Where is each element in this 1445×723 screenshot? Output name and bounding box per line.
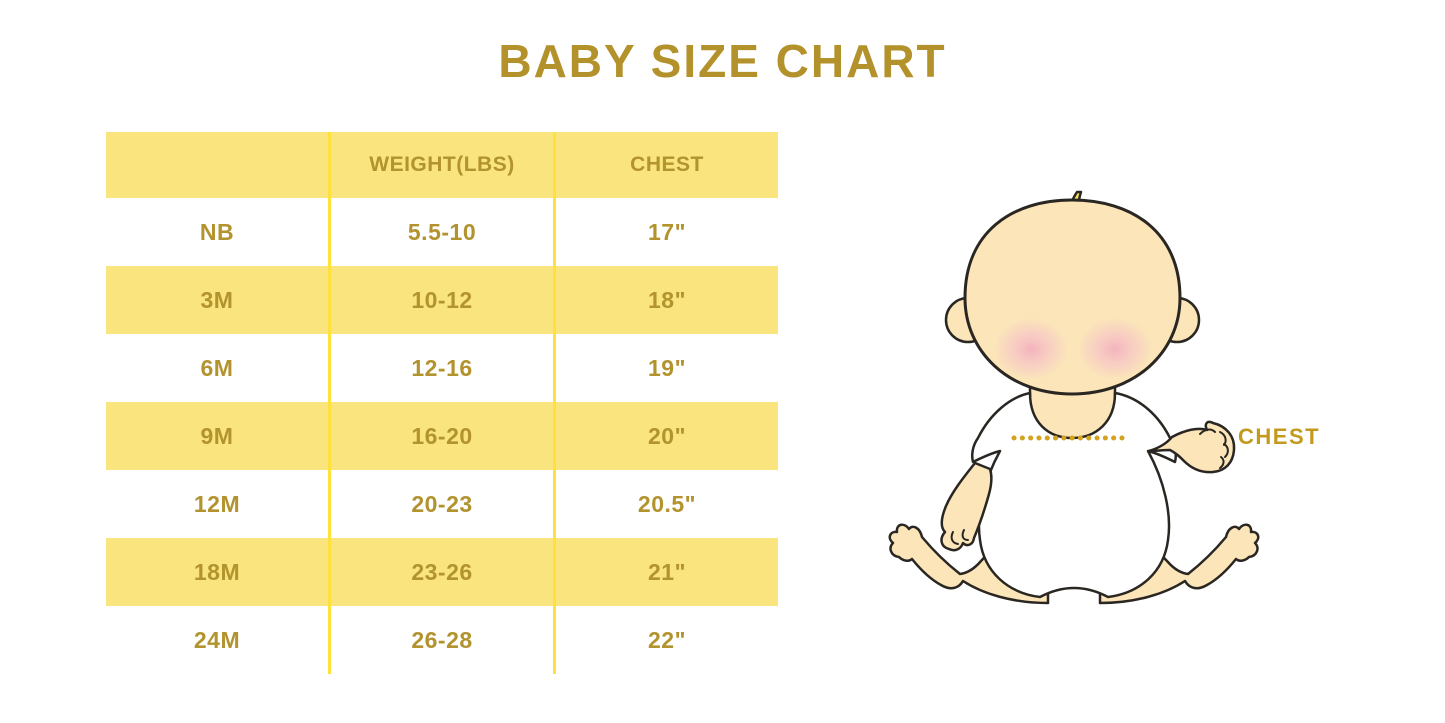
- cell-chest: 18": [553, 266, 778, 334]
- table-header: WEIGHT(LBS) CHEST: [106, 132, 778, 198]
- header-cell-weight: WEIGHT(LBS): [328, 132, 555, 198]
- cell-weight: 10-12: [328, 266, 555, 334]
- cell-chest: 20.5": [553, 470, 778, 538]
- cell-chest: 17": [553, 198, 778, 266]
- header-row: WEIGHT(LBS) CHEST: [106, 132, 778, 198]
- cell-size: 24M: [193, 626, 241, 653]
- baby-fist-knuckle-lines: [1199, 428, 1229, 469]
- table-row: 3M 10-12 18": [106, 266, 778, 334]
- cell-weight: 26-28: [328, 606, 555, 674]
- cell-weight: 23-26: [328, 538, 555, 606]
- cell-weight: 5.5-10: [328, 198, 555, 266]
- table-row: 12M 20-23 20.5": [106, 470, 778, 538]
- cell-weight: 16-20: [328, 402, 555, 470]
- table-row: 18M 23-26 21": [106, 538, 778, 606]
- table-row: 6M 12-16 19": [106, 334, 778, 402]
- cell-size: 6M: [200, 354, 234, 381]
- baby-left-hand-finger-lines: [950, 529, 969, 545]
- cell-chest: 19": [553, 334, 778, 402]
- baby-illustration: [880, 180, 1350, 620]
- cell-size: 12M: [193, 490, 241, 517]
- header-cell-size: [106, 132, 330, 198]
- header-cell-chest: CHEST: [553, 132, 778, 198]
- baby-cheek-left: [994, 318, 1068, 380]
- baby-cheek-right: [1078, 318, 1152, 380]
- cell-weight: 12-16: [328, 334, 555, 402]
- table-row: NB 5.5-10 17": [106, 198, 778, 266]
- cell-chest: 22": [553, 606, 778, 674]
- baby-right-arm-fist: [1147, 420, 1236, 474]
- cell-size: 18M: [193, 558, 241, 585]
- baby-left-arm: [940, 461, 993, 552]
- baby-size-table: WEIGHT(LBS) CHEST NB 5.5-10 17" 3M 10-12…: [106, 132, 778, 674]
- cell-size: NB: [199, 218, 235, 245]
- cell-weight: 20-23: [328, 470, 555, 538]
- cell-chest: 21": [553, 538, 778, 606]
- table-row: 24M 26-28 22": [106, 606, 778, 674]
- cell-size: 3M: [200, 286, 234, 313]
- baby-shirt: [970, 391, 1178, 599]
- cell-size: 9M: [200, 422, 234, 449]
- chest-label: CHEST: [1238, 424, 1321, 449]
- page-title: BABY SIZE CHART: [498, 35, 947, 87]
- baby-illustration-svg: [888, 190, 1260, 605]
- cell-chest: 20": [553, 402, 778, 470]
- table-row: 9M 16-20 20": [106, 402, 778, 470]
- baby-head: [963, 198, 1182, 396]
